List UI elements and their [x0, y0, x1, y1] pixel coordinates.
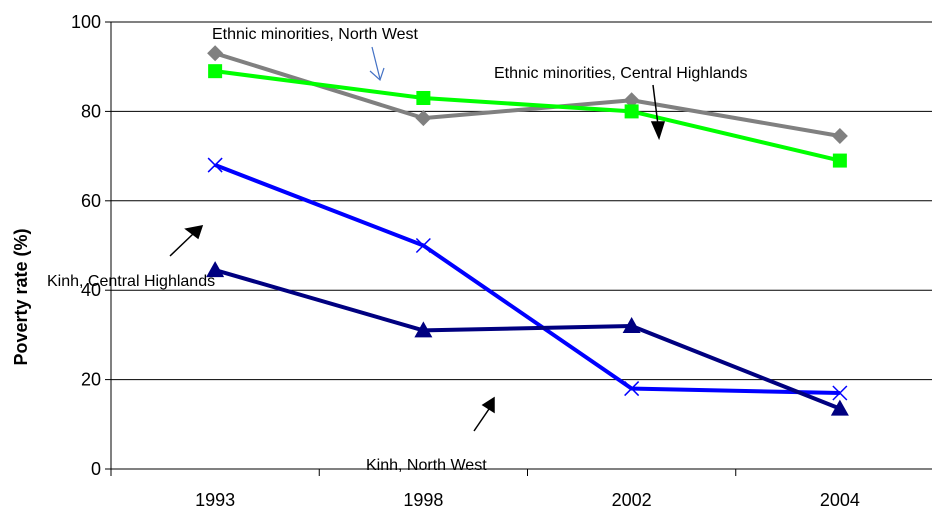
y-tick-labels: 0 20 40 60 80 100: [71, 12, 101, 479]
arrow-ethnic-north-west: [369, 46, 385, 82]
y-axis-label: Poverty rate (%): [11, 228, 31, 365]
data-point-square: [416, 90, 431, 105]
series-0: [207, 45, 848, 144]
annotation-kinh-central-highlands: Kinh, Central Highlands: [47, 273, 215, 290]
series-line: [214, 268, 841, 411]
data-point-diamond: [623, 92, 640, 109]
data-point-triangle: [622, 316, 641, 333]
y-tick-label: 100: [71, 12, 101, 32]
data-point-triangle: [830, 399, 849, 416]
data-point-x: [415, 237, 431, 254]
x-tick-label: 2002: [612, 490, 652, 507]
data-point-triangle: [206, 261, 225, 278]
x-tick-label: 1993: [195, 490, 235, 507]
arrow-kinh-central-highlands: [169, 225, 204, 257]
data-point-diamond: [415, 110, 432, 127]
annotations: Ethnic minorities, North West Ethnic min…: [47, 26, 747, 474]
x-tick-labels: 1993 1998 2002 2004: [195, 490, 860, 507]
arrow-kinh-north-west: [473, 396, 495, 432]
data-point-diamond: [831, 127, 848, 144]
y-tick-label: 40: [81, 280, 101, 300]
data-point-diamond: [207, 45, 224, 62]
annotation-ethnic-central-highlands: Ethnic minorities, Central Highlands: [494, 65, 747, 82]
gridlines: [111, 21, 932, 381]
series-3: [206, 261, 849, 416]
data-point-x: [624, 381, 640, 397]
series-line: [214, 163, 840, 396]
series-1: [208, 64, 847, 168]
data-point-x: [832, 385, 848, 401]
data-point-triangle: [414, 321, 433, 338]
x-tick-label: 1998: [403, 490, 443, 507]
series-group: [206, 45, 849, 416]
y-tick-label: 60: [81, 191, 101, 211]
annotation-ethnic-north-west: Ethnic minorities, North West: [212, 26, 419, 43]
arrow-ethnic-central-highlands: [650, 84, 666, 141]
series-2: [207, 157, 848, 401]
y-tick-label: 0: [91, 459, 101, 479]
data-point-x: [207, 157, 223, 173]
x-tick-label: 2004: [820, 490, 860, 507]
annotation-kinh-north-west: Kinh, North West: [366, 457, 487, 474]
data-point-square: [208, 64, 223, 79]
y-tick-label: 20: [81, 370, 101, 390]
axes: [105, 21, 932, 476]
y-tick-label: 80: [81, 101, 101, 121]
series-line: [214, 69, 841, 163]
data-point-square: [832, 153, 847, 168]
data-point-square: [624, 104, 639, 119]
